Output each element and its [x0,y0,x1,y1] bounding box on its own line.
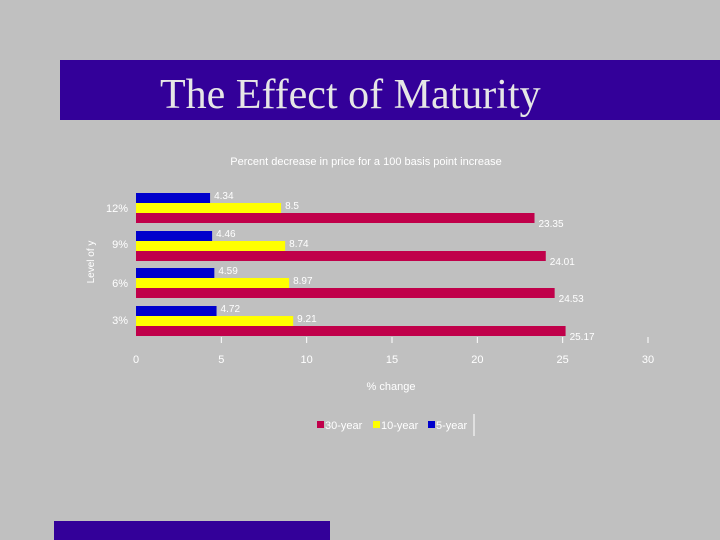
data-label: 9.21 [297,314,317,325]
x-tick-label: 25 [557,354,569,366]
bar [136,193,211,203]
bar [136,251,546,261]
x-tick-label: 0 [133,354,139,366]
category-label: 3% [112,315,128,327]
bar [136,316,294,326]
data-label: 4.34 [214,191,234,202]
category-label: 9% [112,239,128,251]
legend-label: 30-year [325,420,363,432]
data-label: 8.97 [293,276,313,287]
y-axis-label: Level of y [86,241,97,284]
legend-swatch [428,421,435,428]
data-label: 24.53 [559,294,584,305]
chart-title: Percent decrease in price for a 100 basi… [230,156,502,168]
bar [136,306,217,316]
legend-label: 5-year [436,420,468,432]
slide-title: The Effect of Maturity [160,72,541,118]
bars-layer [136,193,566,336]
data-label: 4.59 [218,266,238,277]
category-label: 6% [112,278,128,290]
x-tick-label: 30 [642,354,654,366]
bar [136,213,535,223]
x-tick-label: 15 [386,354,398,366]
data-label: 4.46 [216,229,236,240]
legend-label: 10-year [381,420,419,432]
bar [136,326,566,336]
bar [136,203,282,213]
value-labels-layer: 4.34 4.46 4.59 4.72 8.5 8.74 8.97 9.21 23.35 24.0… [214,191,595,343]
data-label: 25.17 [570,332,595,343]
data-label: 4.72 [221,304,241,315]
legend-swatch [317,421,324,428]
category-label: 12% [106,203,128,215]
bar [136,268,215,278]
legend: 30-year 10-year 5-year [317,414,475,436]
x-tick-label: 10 [301,354,313,366]
axis-layer: 12% 9% 6% 3% 0 5 10 15 20 25 30 [106,203,654,366]
x-axis-label: % change [367,381,416,393]
bar [136,241,286,251]
bottom-banner [54,521,330,540]
legend-swatch [373,421,380,428]
bar [136,231,213,241]
title-banner [60,60,720,120]
data-label: 23.35 [539,219,564,230]
bar [136,278,290,288]
bar [136,288,555,298]
x-tick-label: 5 [218,354,224,366]
data-label: 8.74 [289,239,309,250]
data-label: 24.01 [550,257,575,268]
x-tick-label: 20 [471,354,483,366]
data-label: 8.5 [285,201,299,212]
